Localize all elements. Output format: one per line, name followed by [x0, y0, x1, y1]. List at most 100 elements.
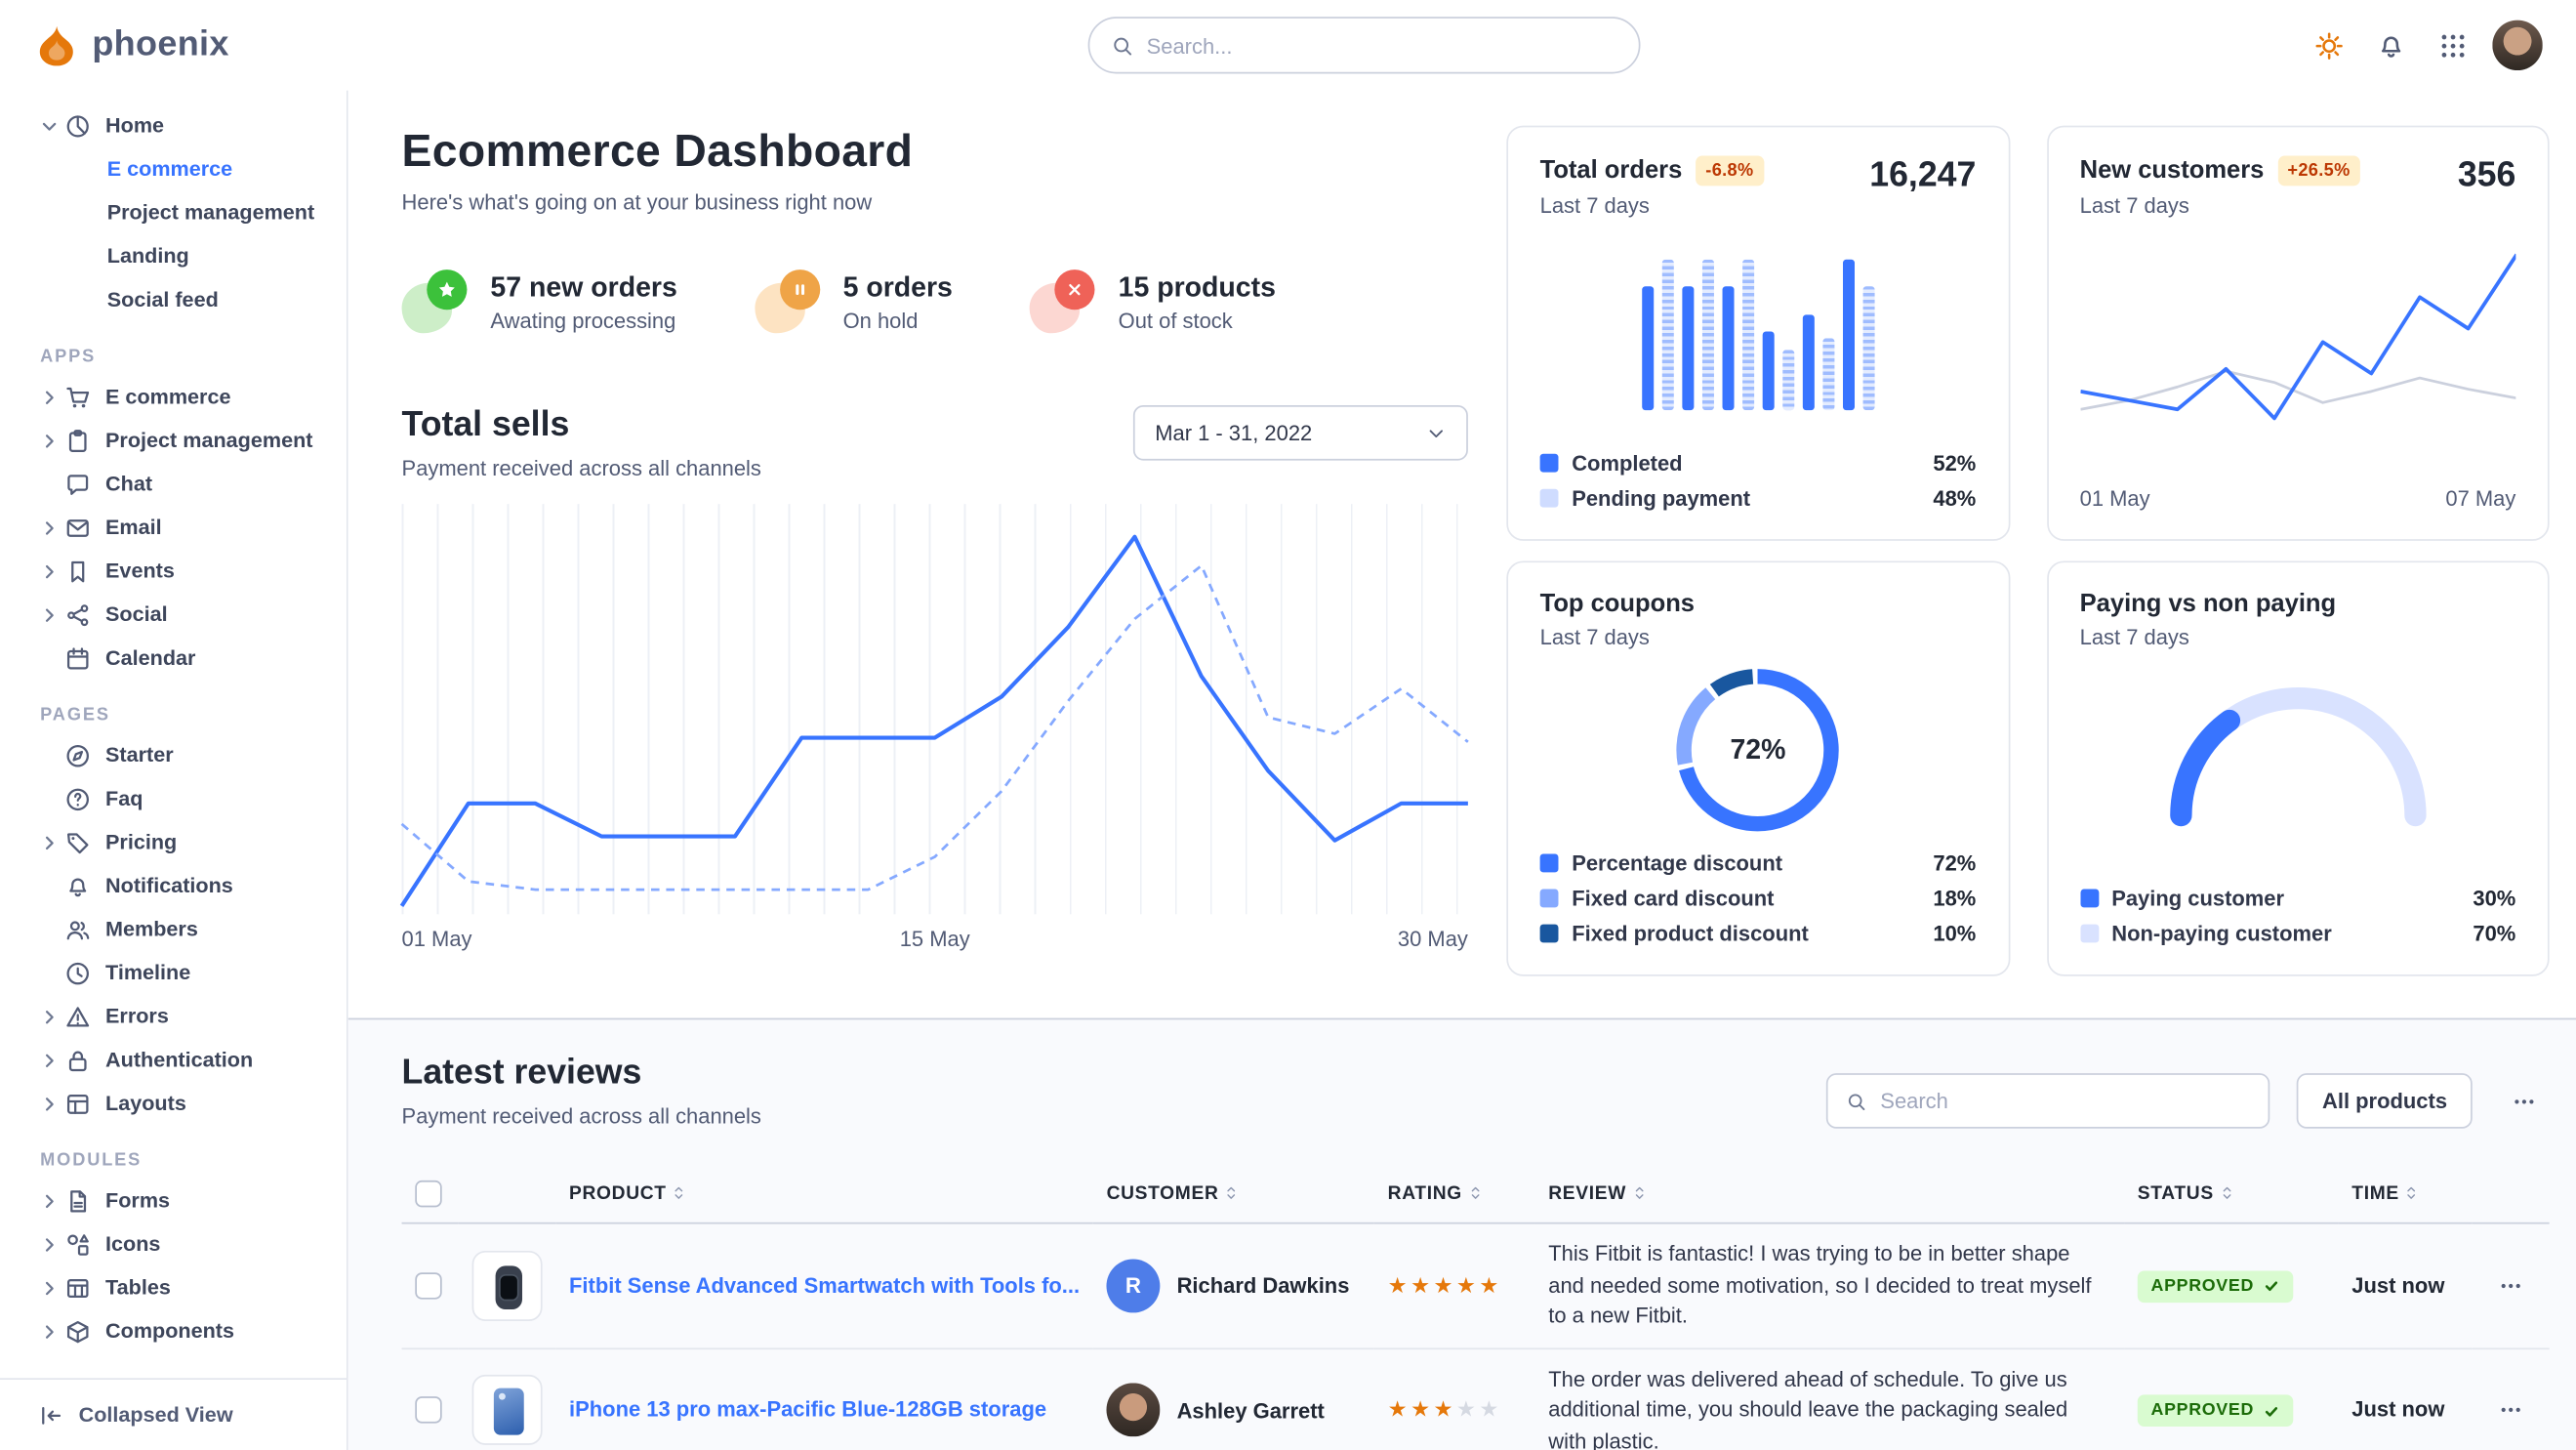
more-options-button[interactable]: [2499, 1076, 2549, 1126]
stat-item: 15 products Out of stock: [1029, 268, 1276, 335]
card-title: Top coupons: [1539, 591, 1696, 618]
column-header-status[interactable]: STATUS: [2124, 1165, 2339, 1224]
star-icon: ★: [1479, 1271, 1502, 1298]
product-link[interactable]: iPhone 13 pro max-Pacific Blue-128GB sto…: [569, 1396, 1047, 1423]
star-icon: ★: [1433, 1396, 1456, 1423]
sidebar-item-social[interactable]: Social: [0, 593, 347, 637]
sidebar-item-label: Project management: [105, 428, 313, 452]
sidebar-item-e-commerce[interactable]: E commerce: [106, 157, 233, 182]
reviews-search[interactable]: [1826, 1073, 2270, 1129]
sidebar-item-layouts[interactable]: Layouts: [0, 1082, 347, 1126]
main-content: Ecommerce Dashboard Here's what's going …: [348, 90, 2576, 1450]
legend-label: Fixed product discount: [1572, 921, 1809, 946]
check-icon: [2263, 1278, 2279, 1295]
apps-menu-button[interactable]: [2431, 23, 2474, 67]
sidebar-item-icons[interactable]: Icons: [0, 1222, 347, 1266]
sidebar-item-label: Layouts: [105, 1092, 186, 1116]
legend-value: 70%: [2473, 921, 2516, 946]
bookmark-icon: [65, 559, 91, 584]
bar: [1741, 259, 1754, 411]
status-badge: APPROVED: [2137, 1395, 2293, 1428]
star-icon: ★: [1411, 1271, 1434, 1298]
sidebar-item-forms[interactable]: Forms: [0, 1179, 347, 1222]
chevron-down-icon: [1426, 423, 1447, 443]
search-input[interactable]: [1146, 32, 1617, 59]
sidebar-item-label: Events: [105, 559, 175, 583]
card-paying: Paying vs non paying Last 7 days Paying …: [2046, 560, 2550, 976]
bar: [1842, 259, 1855, 411]
sidebar-item-starter[interactable]: Starter: [0, 733, 347, 777]
bar: [1781, 350, 1794, 411]
column-label: CUSTOMER: [1106, 1183, 1219, 1204]
select-all-checkbox[interactable]: [415, 1180, 442, 1208]
sidebar-section-label: MODULES: [40, 1150, 143, 1171]
caret-right-icon: [38, 1320, 60, 1342]
sidebar-item-social-feed[interactable]: Social feed: [106, 287, 219, 311]
sidebar-item-email[interactable]: Email: [0, 506, 347, 550]
column-header-customer[interactable]: CUSTOMER: [1092, 1165, 1374, 1224]
pie-icon: [65, 113, 91, 139]
sidebar-item-faq[interactable]: Faq: [0, 777, 347, 821]
sidebar-item-project-management[interactable]: Project management: [106, 200, 315, 225]
sidebar-item-authentication[interactable]: Authentication: [0, 1038, 347, 1082]
sidebar-item-notifications[interactable]: Notifications: [0, 864, 347, 908]
total-orders-chart: [1540, 251, 1977, 411]
collapse-view-button[interactable]: Collapsed View: [0, 1378, 347, 1450]
row-actions-button[interactable]: [2485, 1261, 2535, 1310]
all-products-button[interactable]: All products: [2297, 1073, 2473, 1129]
column-header-product[interactable]: PRODUCT: [555, 1165, 1093, 1224]
global-search[interactable]: [1087, 17, 1641, 74]
caret-right-icon: [38, 919, 60, 940]
column-header-review[interactable]: REVIEW: [1534, 1165, 2125, 1224]
legend-value: 52%: [1933, 450, 1977, 476]
row-actions-button[interactable]: [2485, 1386, 2535, 1435]
legend-label: Fixed card discount: [1572, 886, 1775, 911]
clock-icon: [65, 960, 91, 985]
top-coupons-chart: 72%: [1671, 663, 1845, 837]
reviews-table: PRODUCT CUSTOMER RATING REVIEW STATUS TIME Fi…: [401, 1165, 2550, 1450]
legend-value: 72%: [1933, 850, 1977, 876]
sidebar-item-project-management[interactable]: Project management: [0, 419, 347, 463]
row-checkbox[interactable]: [415, 1396, 442, 1425]
bar: [1762, 330, 1775, 411]
reviews-table-head-row: PRODUCT CUSTOMER RATING REVIEW STATUS TIME: [401, 1165, 2550, 1224]
date-range-select[interactable]: Mar 1 - 31, 2022: [1132, 404, 1468, 461]
notifications-button[interactable]: [2368, 23, 2412, 67]
card-title: Paying vs non paying: [2079, 591, 2337, 618]
theme-toggle-button[interactable]: [2307, 23, 2351, 67]
sidebar-item-timeline[interactable]: Timeline: [0, 951, 347, 995]
sidebar-item-calendar[interactable]: Calendar: [0, 637, 347, 681]
legend-value: 18%: [1933, 886, 1977, 911]
sidebar-item-e-commerce[interactable]: E commerce: [0, 375, 347, 419]
users-icon: [65, 917, 91, 942]
sidebar-item-tables[interactable]: Tables: [0, 1265, 347, 1309]
user-avatar[interactable]: [2492, 20, 2543, 71]
product-link[interactable]: Fitbit Sense Advanced Smartwatch with To…: [569, 1271, 1081, 1298]
sidebar-item-errors[interactable]: Errors: [0, 995, 347, 1039]
sort-icon: [670, 1183, 688, 1202]
sidebar-item-home[interactable]: Home: [0, 104, 347, 147]
thumb-header: [458, 1165, 556, 1224]
sidebar-item-chat[interactable]: Chat: [0, 462, 347, 506]
star-icon: ★: [1387, 1271, 1411, 1298]
reviews-search-input[interactable]: [1880, 1088, 2251, 1114]
sidebar-item-events[interactable]: Events: [0, 549, 347, 593]
column-header-rating[interactable]: RATING: [1373, 1165, 1535, 1224]
sidebar-item-components[interactable]: Components: [0, 1309, 347, 1353]
caret-right-icon: [38, 517, 60, 538]
caret-down-icon: [38, 114, 60, 136]
tag-icon: [65, 830, 91, 855]
x-icon: [1054, 269, 1095, 311]
compass-icon: [65, 743, 91, 768]
caret-right-icon: [38, 603, 60, 625]
column-header-time[interactable]: TIME: [2338, 1165, 2473, 1224]
sidebar-item-pricing[interactable]: Pricing: [0, 820, 347, 864]
column-label: STATUS: [2137, 1183, 2214, 1204]
caret-right-icon: [38, 962, 60, 983]
reviews-title: Latest reviews: [401, 1053, 642, 1093]
sidebar-item-members[interactable]: Members: [0, 907, 347, 951]
sidebar-item-landing[interactable]: Landing: [106, 244, 189, 269]
sidebar-item-label: Timeline: [105, 961, 191, 985]
brand[interactable]: phoenix: [33, 22, 228, 67]
row-checkbox[interactable]: [415, 1271, 442, 1300]
